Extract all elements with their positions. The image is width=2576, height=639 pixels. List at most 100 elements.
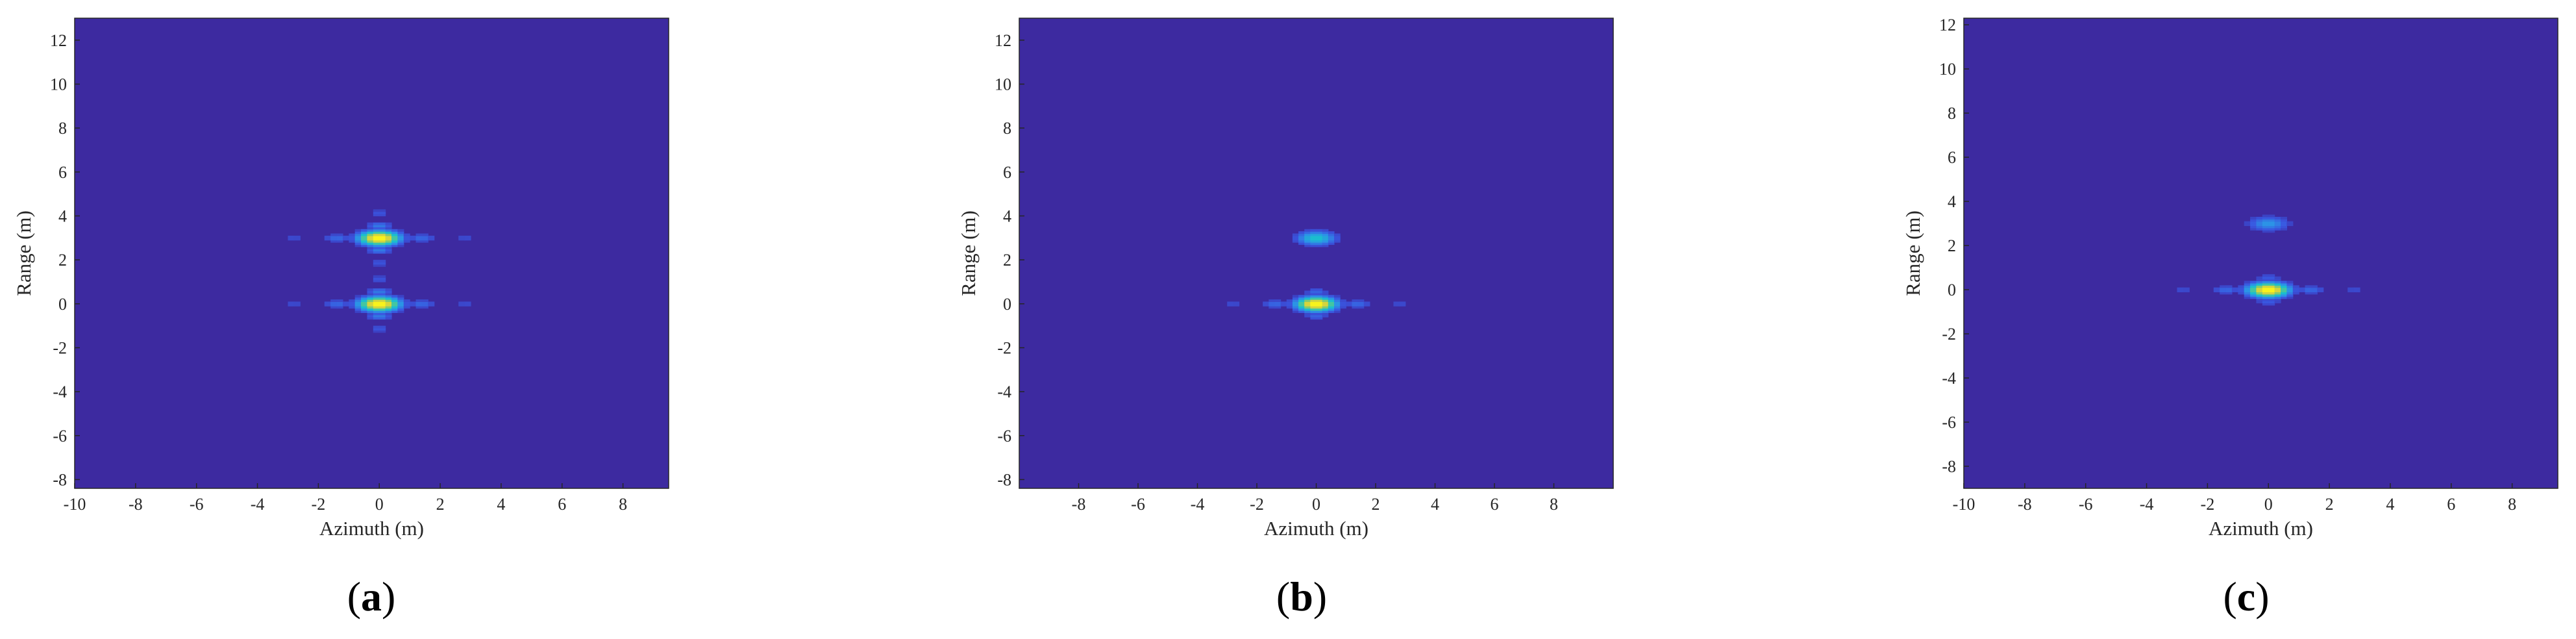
heatmap-cell [1352, 303, 1359, 307]
heatmap-cell [1274, 306, 1282, 309]
x-tick-label: -8 [2018, 495, 2032, 514]
heatmap-cell [1393, 303, 1400, 307]
heatmap-cell [421, 306, 428, 309]
axes-frame [74, 18, 669, 489]
heatmap-cell [410, 235, 417, 238]
heatmap-cell [1310, 310, 1317, 313]
heatmap-cell [1298, 238, 1305, 241]
heatmap-cell [397, 303, 404, 307]
heatmap-cell [373, 222, 380, 225]
heatmap-cell [373, 235, 380, 238]
heatmap-cell [1280, 301, 1287, 305]
heatmap-cell [2286, 292, 2294, 295]
heatmap-cell [391, 295, 398, 298]
heatmap-cell [385, 314, 392, 318]
heatmap-cell [1346, 301, 1352, 305]
heatmap-cell [2292, 290, 2299, 293]
heatmap-cell [1322, 306, 1329, 309]
heatmap-cell [391, 301, 398, 305]
heatmap-cell [379, 310, 386, 313]
heatmap-cell [379, 301, 386, 305]
heatmap-cell [1322, 301, 1329, 305]
heatmap-cell [415, 299, 423, 303]
heatmap-cell [1352, 299, 1359, 303]
heatmap-cell [1310, 233, 1317, 236]
heatmap-cell [1298, 297, 1305, 300]
panel-caption: (b) [1276, 573, 1327, 620]
heatmap-cell [373, 330, 380, 333]
heatmap-cell [385, 244, 392, 247]
heatmap-cell [373, 214, 380, 217]
heatmap-cell [367, 222, 374, 225]
heatmap-cell [330, 235, 338, 238]
heatmap-cell [1316, 301, 1323, 305]
heatmap-cell [2310, 287, 2318, 290]
heatmap-cell [2317, 287, 2324, 290]
heatmap-cell [2220, 292, 2227, 295]
heatmap-cell [1357, 303, 1365, 307]
heatmap-cell [1316, 244, 1323, 247]
y-axis-label: Range (m) [957, 210, 980, 296]
heatmap-cell [367, 317, 374, 320]
heatmap-cell [2250, 219, 2257, 222]
heatmap-cell [2250, 296, 2257, 299]
heatmap-cell [2225, 287, 2233, 290]
heatmap-cell [415, 301, 423, 305]
heatmap-cell [391, 231, 398, 234]
y-tick-label: 10 [1939, 60, 1956, 79]
heatmap-cell [385, 238, 392, 241]
heatmap-cell [415, 233, 423, 236]
heatmap-cell [336, 303, 343, 307]
heatmap-cell [1333, 301, 1341, 305]
heatmap-cell [379, 251, 386, 254]
heatmap-cell [354, 235, 362, 238]
heatmap-cell [458, 301, 465, 305]
heatmap-cell [385, 249, 392, 252]
heatmap-cell [2262, 279, 2269, 282]
x-tick-label: 4 [1431, 495, 1439, 514]
heatmap-cell [1316, 242, 1323, 245]
axes-frame [1963, 18, 2558, 489]
heatmap-cell [2220, 287, 2227, 290]
heatmap-cell [391, 303, 398, 307]
heatmap-cell [1322, 290, 1329, 294]
heatmap-cell [367, 251, 374, 254]
heatmap-cell [288, 238, 295, 241]
heatmap-cell [379, 277, 386, 281]
heatmap-cell [2268, 214, 2275, 218]
heatmap-cell [330, 301, 338, 305]
heatmap-cell [2281, 282, 2287, 286]
heatmap-cell [379, 235, 386, 238]
panel-caption: (a) [347, 573, 396, 620]
heatmap-cell [2268, 221, 2275, 224]
heatmap-cell [1274, 301, 1282, 305]
x-tick-label: 6 [1491, 495, 1499, 514]
heatmap-cell [1310, 242, 1317, 245]
heatmap-cell [2268, 279, 2275, 282]
heatmap-cell [1393, 301, 1400, 305]
heatmap-cell [2274, 294, 2281, 297]
y-tick-label: 10 [995, 75, 1011, 94]
heatmap-cell [2262, 223, 2269, 227]
heatmap-cell [391, 308, 398, 311]
heatmap-cell [2256, 225, 2263, 229]
heatmap-cell [2256, 282, 2263, 286]
heatmap-cell [1316, 240, 1323, 243]
heatmap-cell [2262, 298, 2269, 301]
heatmap-cell [354, 229, 362, 232]
heatmap-cell [2244, 296, 2251, 299]
heatmap-cell [1304, 303, 1311, 307]
heatmap-cell [1292, 303, 1299, 307]
heatmap-cell [2353, 287, 2360, 290]
heatmap-cell [1304, 312, 1311, 316]
heatmap-cell [1298, 308, 1305, 311]
heatmap-cell [1310, 288, 1317, 292]
heatmap-cell [391, 229, 398, 232]
y-tick-label: -6 [1942, 413, 1956, 432]
heatmap-cell [1322, 303, 1329, 307]
heatmap-cell [2305, 292, 2312, 295]
heatmap-cell [2262, 214, 2269, 218]
y-tick-label: -2 [53, 338, 67, 357]
heatmap-cell [324, 303, 331, 307]
heatmap-cell [2244, 221, 2251, 224]
